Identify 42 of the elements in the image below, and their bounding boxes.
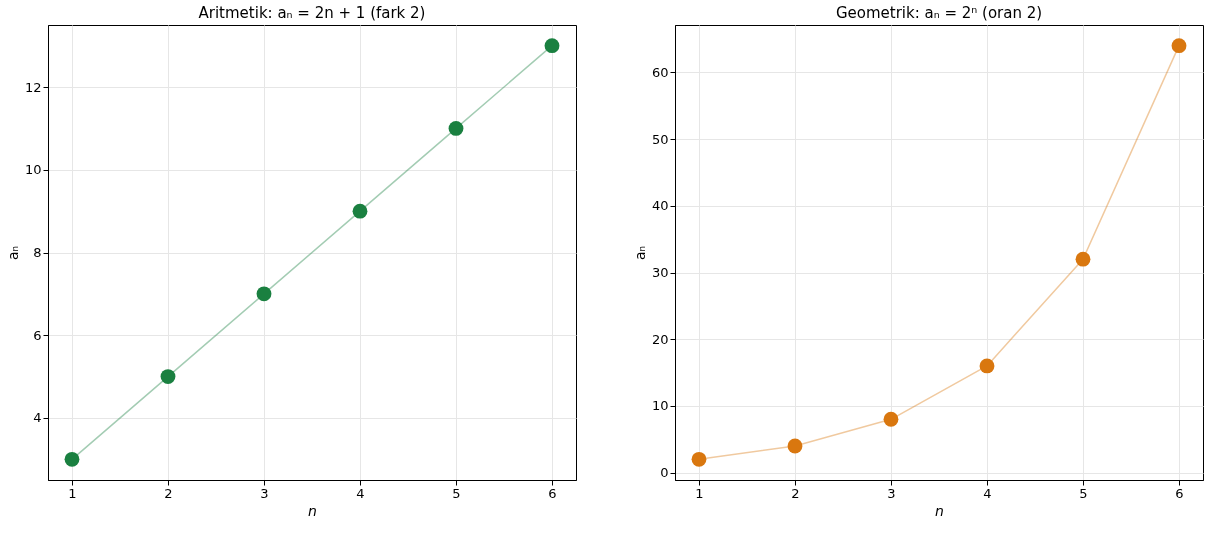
y-tick-label: 20 <box>651 331 669 347</box>
point <box>160 369 176 384</box>
point <box>787 438 803 454</box>
x-axis-title: n <box>308 502 317 519</box>
y-tick-label: 4 <box>33 410 42 426</box>
y-tick-label: 8 <box>33 245 42 260</box>
y-axis-title: aₙ <box>631 245 648 261</box>
chart-title: Geometrik: aₙ = 2ⁿ (oran 2) <box>835 4 1043 22</box>
x-tick-label: 6 <box>1175 485 1184 501</box>
point <box>1075 251 1091 267</box>
x-tick-label: 5 <box>452 485 461 501</box>
x-tick-label: 6 <box>548 485 557 501</box>
x-tick-label: 1 <box>695 485 704 501</box>
x-axis-title: n <box>935 502 944 519</box>
x-tick-label: 4 <box>983 485 992 501</box>
point <box>256 286 272 302</box>
x-tick-label: 2 <box>164 485 173 501</box>
y-tick-label: 60 <box>651 64 669 80</box>
y-tick-label: 10 <box>651 398 669 414</box>
x-tick-label: 3 <box>260 485 269 501</box>
chart-title: Aritmetik: aₙ = 2n + 1 (fark 2) <box>198 4 426 22</box>
y-tick-label: 0 <box>660 465 669 481</box>
x-tick-label: 4 <box>356 485 365 501</box>
x-tick-label: 3 <box>887 485 896 501</box>
x-tick-label: 1 <box>68 485 77 501</box>
point <box>544 38 560 54</box>
point <box>352 203 368 219</box>
x-tick-label: 2 <box>791 485 800 501</box>
point <box>448 121 464 136</box>
y-tick-label: 6 <box>33 327 42 343</box>
y-tick-label: 40 <box>651 198 669 214</box>
point <box>691 451 707 467</box>
point <box>64 451 80 467</box>
y-tick-label: 30 <box>651 265 669 281</box>
y-tick-label: 50 <box>651 131 669 147</box>
point <box>1171 38 1187 54</box>
point <box>883 411 899 427</box>
y-tick-label: 12 <box>24 79 42 95</box>
y-axis-title: aₙ <box>4 245 21 261</box>
y-tick-label: 10 <box>24 162 42 178</box>
point <box>979 358 995 374</box>
x-tick-label: 5 <box>1079 485 1088 501</box>
